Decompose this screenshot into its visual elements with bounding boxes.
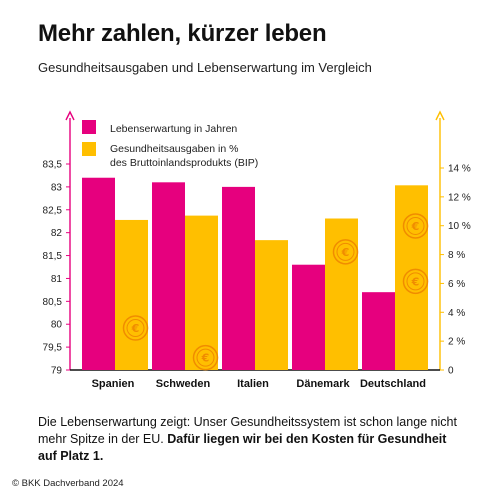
legend-label-spend-line2: des Bruttoinlandsprodukts (BIP) xyxy=(110,157,258,169)
right-axis-arrow xyxy=(435,110,445,121)
right-tick-label: 12 % xyxy=(448,192,471,203)
footnote: Die Lebenserwartung zeigt: Unser Gesundh… xyxy=(38,414,458,465)
chart-legend: Lebenserwartung in Jahren Gesundheitsaus… xyxy=(82,120,258,169)
left-tick-label: 79,5 xyxy=(43,343,63,354)
bar-life-4 xyxy=(362,292,395,370)
legend-label-spend-line1: Gesundheitsausgaben in % xyxy=(110,143,238,155)
copyright-credit: © BKK Dachverband 2024 xyxy=(12,478,124,489)
left-tick-label: 80 xyxy=(51,320,63,331)
chart-axes: 79 79,5 80 80,5 81 81,5 82 82,5 83 83,5 0 2 % 4 % 6 %… xyxy=(43,110,471,377)
euro-coin-icon: € xyxy=(402,213,429,239)
category-label: Deutschland xyxy=(360,378,426,390)
left-tick-label: 82,5 xyxy=(43,205,63,216)
category-label: Spanien xyxy=(92,378,135,390)
right-tick-label: 2 % xyxy=(448,337,465,348)
left-tick-label: 81,5 xyxy=(43,251,63,262)
legend-swatch-life xyxy=(82,120,96,134)
left-tick-label: 81 xyxy=(51,274,63,285)
svg-text:€: € xyxy=(131,322,140,335)
bar-life-1 xyxy=(152,182,185,370)
bar-chart: 79 79,5 80 80,5 81 81,5 82 82,5 83 83,5 0 2 % 4 % 6 %… xyxy=(43,110,471,390)
category-label: Dänemark xyxy=(296,378,350,390)
bar-spend-0 xyxy=(115,219,148,370)
left-tick-label: 82 xyxy=(51,228,63,239)
euro-coin-icon: € xyxy=(192,344,219,371)
footnote-bold-text: Dafür liegen wir bei den Kosten für Gesu… xyxy=(38,432,447,463)
euro-coin-icon: € xyxy=(402,268,429,295)
euro-coin-icon: € xyxy=(122,315,149,341)
chart-subtitle: Gesundheitsausgaben und Lebenserwartung … xyxy=(38,60,372,75)
left-tick-label: 83,5 xyxy=(43,160,63,171)
legend-swatch-spend xyxy=(82,142,96,156)
left-tick-label: 83 xyxy=(51,182,63,193)
svg-text:€: € xyxy=(201,352,210,365)
legend-label-life: Lebenserwartung in Jahren xyxy=(110,123,237,135)
chart-bars: € Spanien € Schweden Italien € Dänemark € € Deuts… xyxy=(82,177,429,390)
svg-text:€: € xyxy=(341,246,350,259)
bar-spend-2 xyxy=(255,240,288,370)
right-tick-label: 8 % xyxy=(448,250,465,261)
right-tick-label: 10 % xyxy=(448,221,471,232)
bar-life-3 xyxy=(292,264,325,370)
left-axis-arrow xyxy=(65,110,75,121)
category-label: Schweden xyxy=(156,378,211,390)
right-tick-label: 4 % xyxy=(448,308,465,319)
svg-text:€: € xyxy=(411,220,420,233)
svg-text:€: € xyxy=(411,275,420,288)
left-tick-label: 80,5 xyxy=(43,297,63,308)
bar-spend-1 xyxy=(185,215,218,370)
right-tick-label: 14 % xyxy=(448,164,471,175)
right-tick-label: 6 % xyxy=(448,279,465,290)
bar-life-0 xyxy=(82,177,115,370)
euro-coin-icon: € xyxy=(332,239,359,265)
chart-title: Mehr zahlen, kürzer leben xyxy=(38,20,327,47)
bar-life-2 xyxy=(222,186,255,370)
category-label: Italien xyxy=(237,378,269,390)
right-tick-label: 0 xyxy=(448,366,454,377)
footnote-text: Die Lebenserwartung zeigt: Unser Gesundh… xyxy=(38,415,457,446)
left-tick-label: 79 xyxy=(51,366,63,377)
